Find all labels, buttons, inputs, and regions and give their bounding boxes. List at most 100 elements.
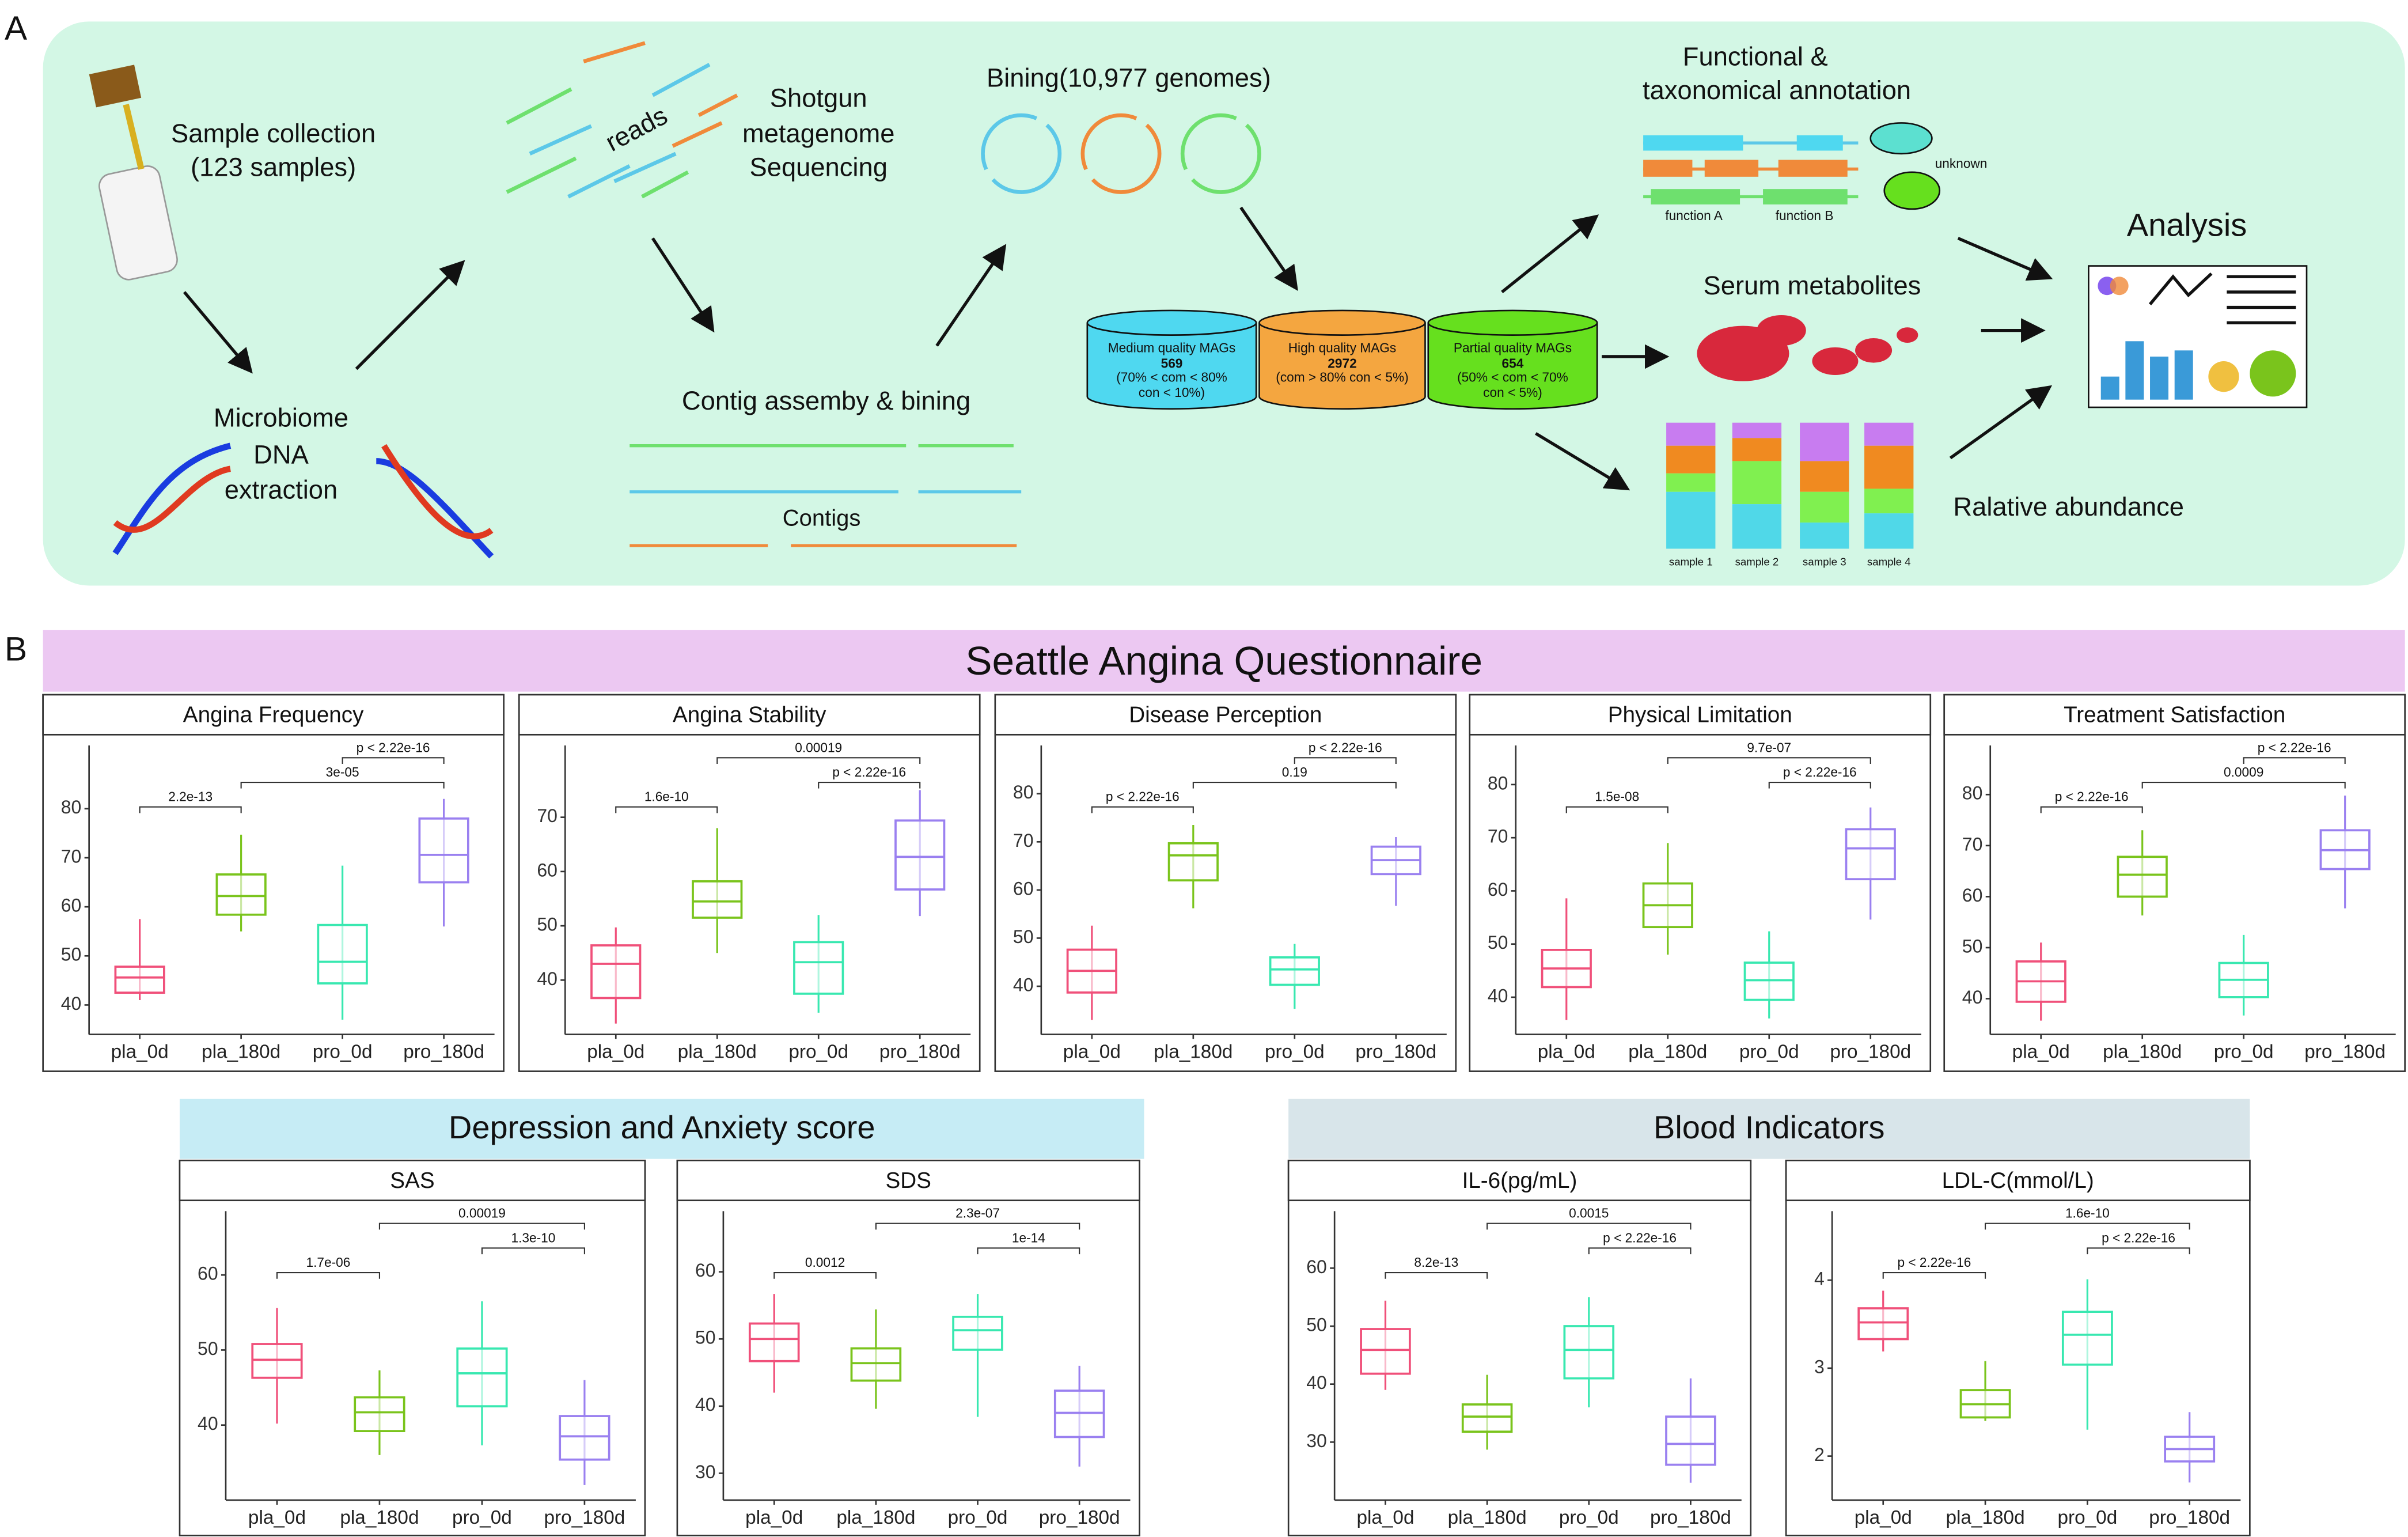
y-tick-label: 60 — [537, 860, 558, 880]
box — [590, 944, 642, 1000]
sample-label: sample 2 — [1735, 555, 1779, 567]
step-text: metagenome — [742, 119, 895, 148]
chart-title-strip — [518, 694, 981, 736]
significance-bracket — [2040, 806, 2143, 813]
y-tick-label: 40 — [61, 993, 82, 1014]
chart-frame — [1469, 694, 1932, 1072]
section-title: Depression and Anxiety score — [449, 1109, 875, 1145]
y-tick-label: 50 — [1488, 932, 1508, 953]
chart-title-strip — [676, 1160, 1140, 1202]
x-tick-label: pla_0d — [111, 1041, 169, 1062]
chart-title: IL-6(pg/mL) — [1462, 1168, 1577, 1193]
chart-frame — [1785, 1160, 2251, 1536]
box — [1845, 828, 1896, 881]
chart-panel: SAS 40 50 60 pla_0d pla_180d pro_0d pro_180d 1.7… — [179, 1160, 646, 1536]
p-value-label: p < 2.22e-16 — [832, 764, 906, 779]
section-header — [43, 630, 2405, 692]
step-text: Ralative abundance — [1953, 492, 2184, 521]
step-text: Microbiome — [214, 403, 348, 432]
step-text: DNA — [253, 440, 309, 469]
significance-bracket — [481, 1247, 585, 1255]
box — [692, 880, 743, 919]
x-tick-label: pro_0d — [1559, 1507, 1619, 1528]
y-tick-label: 50 — [1962, 936, 1983, 956]
chart-title: Angina Frequency — [183, 702, 364, 727]
p-value-label: 0.00019 — [458, 1206, 506, 1221]
chart-title: Disease Perception — [1129, 702, 1322, 727]
chart-title: SDS — [885, 1168, 931, 1193]
step-text: Contig assemby & bining — [682, 386, 970, 415]
y-tick-label: 60 — [1488, 879, 1508, 900]
chart-title-strip — [1287, 1160, 1752, 1202]
mag-text: 654 — [1502, 355, 1524, 370]
x-tick-label: pla_180d — [1946, 1507, 2025, 1528]
sample-label: sample 4 — [1867, 555, 1911, 567]
x-tick-label: pro_180d — [403, 1041, 484, 1062]
y-tick-label: 60 — [198, 1263, 218, 1284]
y-tick-label: 40 — [1306, 1372, 1327, 1393]
box — [1167, 842, 1219, 882]
p-value-label: 1e-14 — [1012, 1230, 1045, 1245]
y-tick-label: 50 — [695, 1327, 716, 1348]
chart-title: Physical Limitation — [1608, 702, 1792, 727]
significance-bracket — [1667, 757, 1871, 764]
step-text: Serum metabolites — [1704, 271, 1921, 300]
chart-title-strip — [1785, 1160, 2251, 1202]
chart-title-strip — [42, 694, 505, 736]
p-value-label: 0.19 — [1282, 764, 1307, 779]
sample-label: sample 1 — [1669, 555, 1713, 567]
p-value-label: 1.5e-08 — [1595, 789, 1639, 804]
arrow — [1535, 432, 1630, 491]
metabolite-blobs — [1697, 315, 1918, 381]
y-tick-label: 40 — [1013, 974, 1034, 995]
function-label: function B — [1776, 208, 1834, 223]
significance-bracket — [977, 1247, 1080, 1255]
x-tick-label: pro_0d — [1265, 1041, 1325, 1062]
y-tick-label: 70 — [1488, 826, 1508, 847]
chart-panel: Physical Limitation 40 50 60 70 80 pla_0d pla_1… — [1469, 694, 1932, 1072]
x-tick-label: pro_0d — [1739, 1041, 1799, 1062]
p-value-label: p < 2.22e-16 — [1897, 1255, 1971, 1270]
chart-title: Angina Stability — [673, 702, 826, 727]
mag-text: (70% < com < 80% — [1116, 369, 1227, 384]
significance-bracket — [818, 781, 921, 789]
significance-bracket — [875, 1222, 1080, 1230]
significance-bracket — [615, 806, 718, 813]
section-title: Blood Indicators — [1654, 1109, 1884, 1145]
p-value-label: p < 2.22e-16 — [1309, 740, 1382, 755]
y-tick-label: 60 — [1306, 1256, 1327, 1277]
y-tick-label: 40 — [537, 968, 558, 989]
significance-bracket — [378, 1222, 585, 1230]
contig-lines — [630, 444, 1022, 547]
significance-bracket — [2141, 781, 2346, 789]
x-tick-label: pla_180d — [202, 1041, 280, 1062]
box — [952, 1315, 1003, 1351]
p-value-label: 1.7e-06 — [306, 1255, 351, 1270]
y-tick-label: 60 — [695, 1260, 716, 1281]
x-tick-label: pla_180d — [1628, 1041, 1707, 1062]
significance-bracket — [1486, 1222, 1692, 1230]
y-tick-label: 50 — [1306, 1314, 1327, 1335]
mag-text: 569 — [1161, 355, 1183, 370]
arrow — [935, 244, 1007, 347]
significance-bracket — [1192, 781, 1397, 789]
p-value-label: 1.6e-10 — [2065, 1206, 2110, 1221]
p-value-label: p < 2.22e-16 — [2055, 789, 2129, 804]
x-tick-label: pla_0d — [2012, 1041, 2070, 1062]
p-value-label: p < 2.22e-16 — [2102, 1230, 2175, 1245]
chart-panel: Angina Stability 40 50 60 70 pla_0d pla_180d pr… — [518, 694, 981, 1072]
x-tick-label: pro_0d — [313, 1041, 373, 1062]
significance-bracket — [716, 757, 921, 764]
analysis-icon — [2088, 265, 2308, 408]
step-text: taxonomical annotation — [1643, 75, 1911, 105]
unknown-label: unknown — [1935, 156, 1988, 171]
step-text: Shotgun — [770, 83, 867, 112]
box — [1563, 1325, 1615, 1380]
significance-bracket — [342, 757, 445, 764]
arrow — [1501, 214, 1599, 294]
y-tick-label: 50 — [198, 1338, 218, 1359]
y-tick-label: 40 — [198, 1413, 218, 1434]
p-value-label: 3e-05 — [326, 764, 359, 779]
y-tick-label: 4 — [1814, 1269, 1825, 1289]
box — [559, 1415, 610, 1461]
